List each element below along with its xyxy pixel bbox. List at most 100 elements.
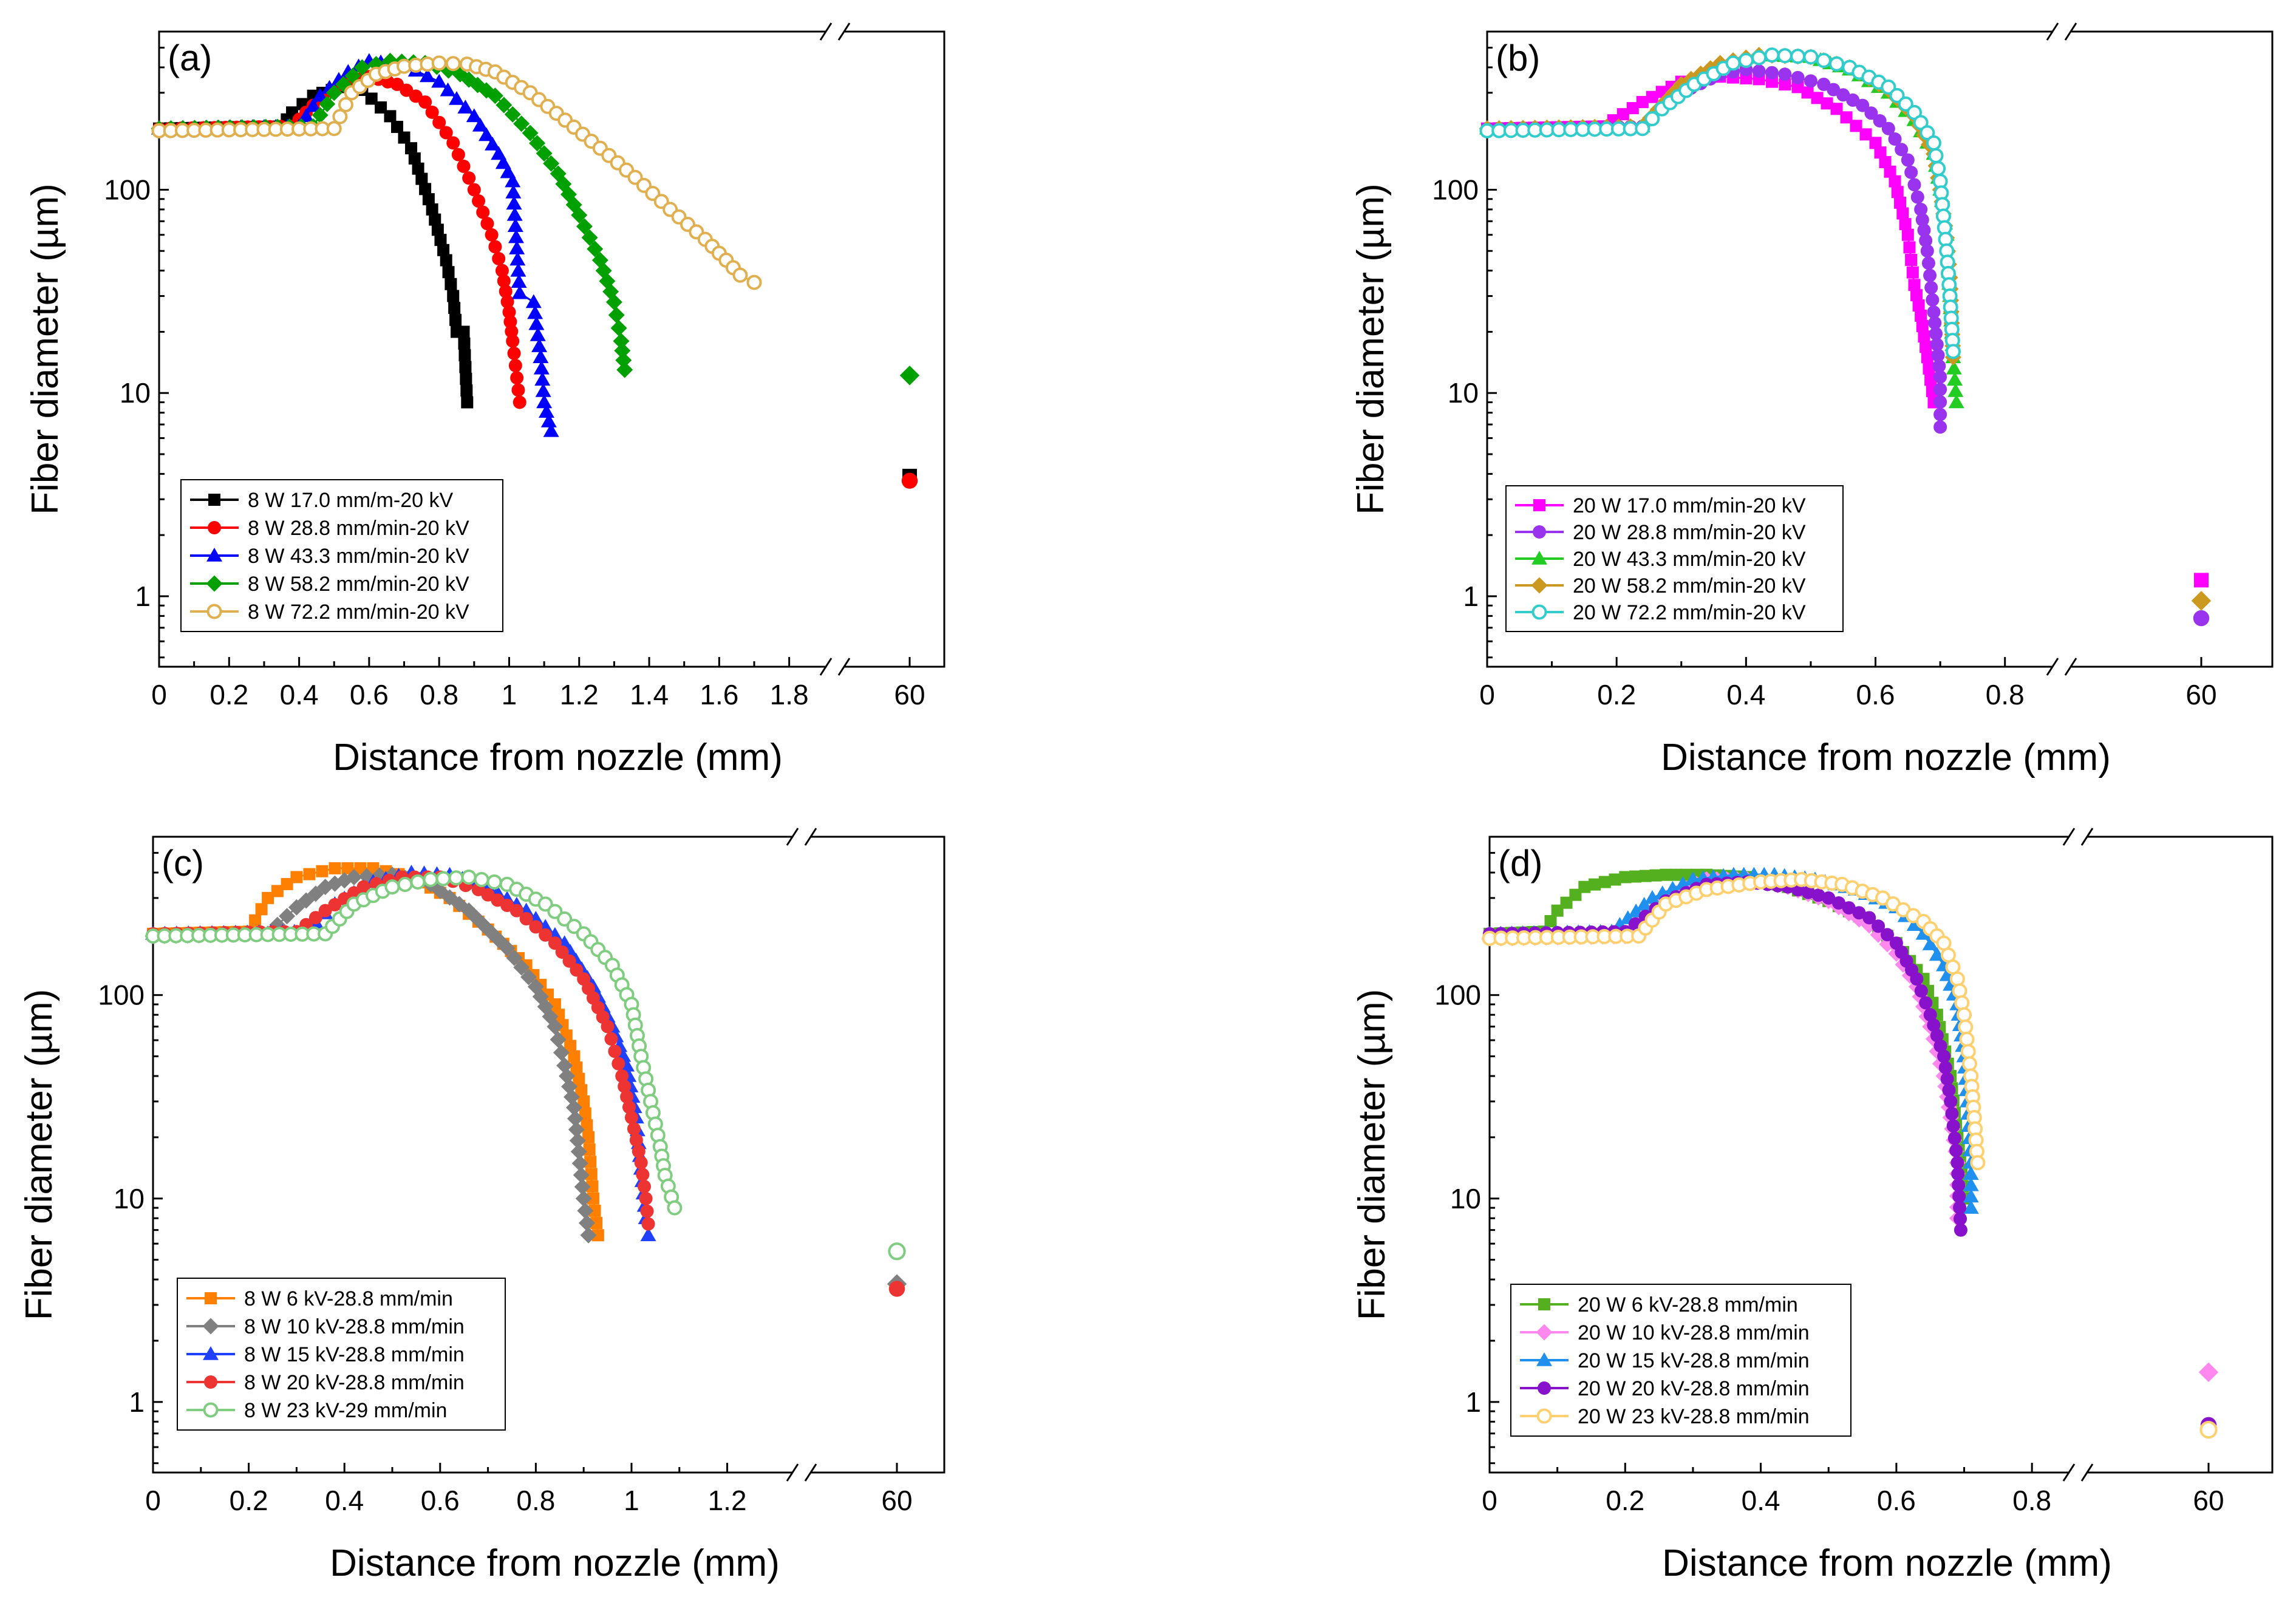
data-point: [446, 136, 460, 150]
y-tick-label: 100: [1434, 979, 1481, 1011]
data-point: [457, 159, 471, 173]
legend-marker: [1531, 604, 1547, 620]
y-tick-label: 100: [104, 174, 151, 205]
x-tick-label: 0.6: [350, 679, 389, 710]
data-point: [1931, 349, 1945, 363]
data-point: [492, 252, 506, 266]
data-point: [1920, 341, 1932, 353]
data-point: [1903, 241, 1916, 254]
data-point: [1862, 911, 1876, 925]
data-point: [1926, 293, 1940, 307]
data-point: [462, 171, 476, 185]
data-point: [509, 251, 526, 266]
data-point: [1879, 155, 1892, 168]
legend-label: 8 W 72.2 mm/min-20 kV: [248, 601, 469, 624]
data-point-at-60: [901, 472, 918, 489]
data-point: [547, 1018, 564, 1035]
series-4: [1482, 871, 2218, 1439]
data-point: [530, 327, 546, 341]
data-point: [1616, 108, 1629, 121]
data-point: [1946, 360, 1962, 375]
axis-break-mark-top: [819, 22, 833, 41]
data-point: [491, 146, 507, 160]
y-tick-label: 1: [1465, 1386, 1481, 1418]
data-point: [1803, 49, 1819, 65]
y-tick-label: 1: [1463, 581, 1479, 612]
data-point: [461, 396, 474, 409]
legend-marker: [1533, 499, 1545, 511]
x-tick-label: 0.8: [2012, 1485, 2051, 1516]
data-point: [513, 115, 530, 132]
data-point: [476, 205, 490, 219]
data-point: [1963, 1188, 1979, 1203]
series-4: [1479, 47, 1961, 359]
data-point: [1937, 1049, 1951, 1063]
data-point: [1816, 53, 1831, 69]
data-point: [1953, 1200, 1967, 1214]
data-point: [520, 969, 537, 986]
data-point: [1923, 1008, 1937, 1022]
legend-label: 8 W 6 kV-28.8 mm/min: [244, 1287, 453, 1310]
data-point: [500, 164, 516, 179]
data-point: [448, 302, 461, 315]
series-line: [1489, 874, 1966, 1199]
data-point: [1859, 128, 1872, 141]
data-point: [271, 885, 284, 897]
data-point: [486, 87, 503, 104]
data-point: [583, 1143, 596, 1156]
plot-frame: [158, 30, 945, 668]
y-axis-title: Fiber diameter (µm): [24, 183, 66, 515]
data-point: [1960, 1044, 1976, 1060]
data-point: [429, 213, 441, 226]
data-point: [365, 92, 378, 105]
data-point: [578, 1214, 595, 1231]
data-point: [1970, 1155, 1986, 1171]
data-point: [608, 1044, 622, 1058]
plot-frame: [1486, 30, 2274, 668]
data-point: [1933, 407, 1947, 421]
data-point: [1933, 370, 1947, 384]
legend-marker: [206, 548, 222, 562]
y-axis-title: Fiber diameter (µm): [1350, 183, 1392, 515]
panel-label: (d): [1498, 843, 1542, 884]
x-axis-title: Distance from nozzle (mm): [333, 737, 783, 778]
y-axis-title: Fiber diameter (µm): [18, 989, 60, 1321]
data-point: [496, 97, 513, 114]
data-point: [513, 395, 526, 409]
legend-label: 8 W 15 kV-28.8 mm/min: [244, 1343, 465, 1366]
x-tick-label: 0.2: [210, 679, 248, 710]
data-point: [1961, 1056, 1977, 1072]
data-point: [504, 106, 521, 123]
data-point: [1963, 1177, 1979, 1191]
legend-marker: [1531, 551, 1547, 565]
data-point: [571, 1155, 588, 1172]
data-point: [548, 936, 562, 950]
data-point: [1901, 153, 1915, 167]
data-point: [332, 109, 348, 124]
data-point: [419, 183, 432, 196]
data-point: [511, 285, 528, 299]
data-point: [1598, 876, 1611, 888]
data-point: [1895, 143, 1909, 157]
data-point: [505, 324, 519, 338]
legend-marker: [1536, 1324, 1553, 1341]
data-point: [1952, 983, 1967, 999]
data-point: [620, 1090, 634, 1104]
data-point: [567, 1110, 584, 1127]
data-point: [536, 145, 553, 162]
data-point: [1873, 114, 1887, 128]
data-point: [507, 218, 523, 233]
data-point: [319, 95, 336, 112]
data-point: [435, 871, 451, 887]
data-point: [1948, 394, 1964, 409]
data-point: [1907, 178, 1921, 192]
legend-label: 20 W 58.2 mm/min-20 kV: [1573, 574, 1806, 598]
data-point: [1840, 111, 1853, 124]
data-point-at-60: [899, 366, 920, 386]
data-point: [437, 243, 450, 256]
data-point: [353, 59, 370, 76]
data-point: [1947, 372, 1963, 386]
data-point: [326, 121, 342, 137]
data-point: [562, 954, 576, 968]
data-point: [1738, 52, 1754, 68]
